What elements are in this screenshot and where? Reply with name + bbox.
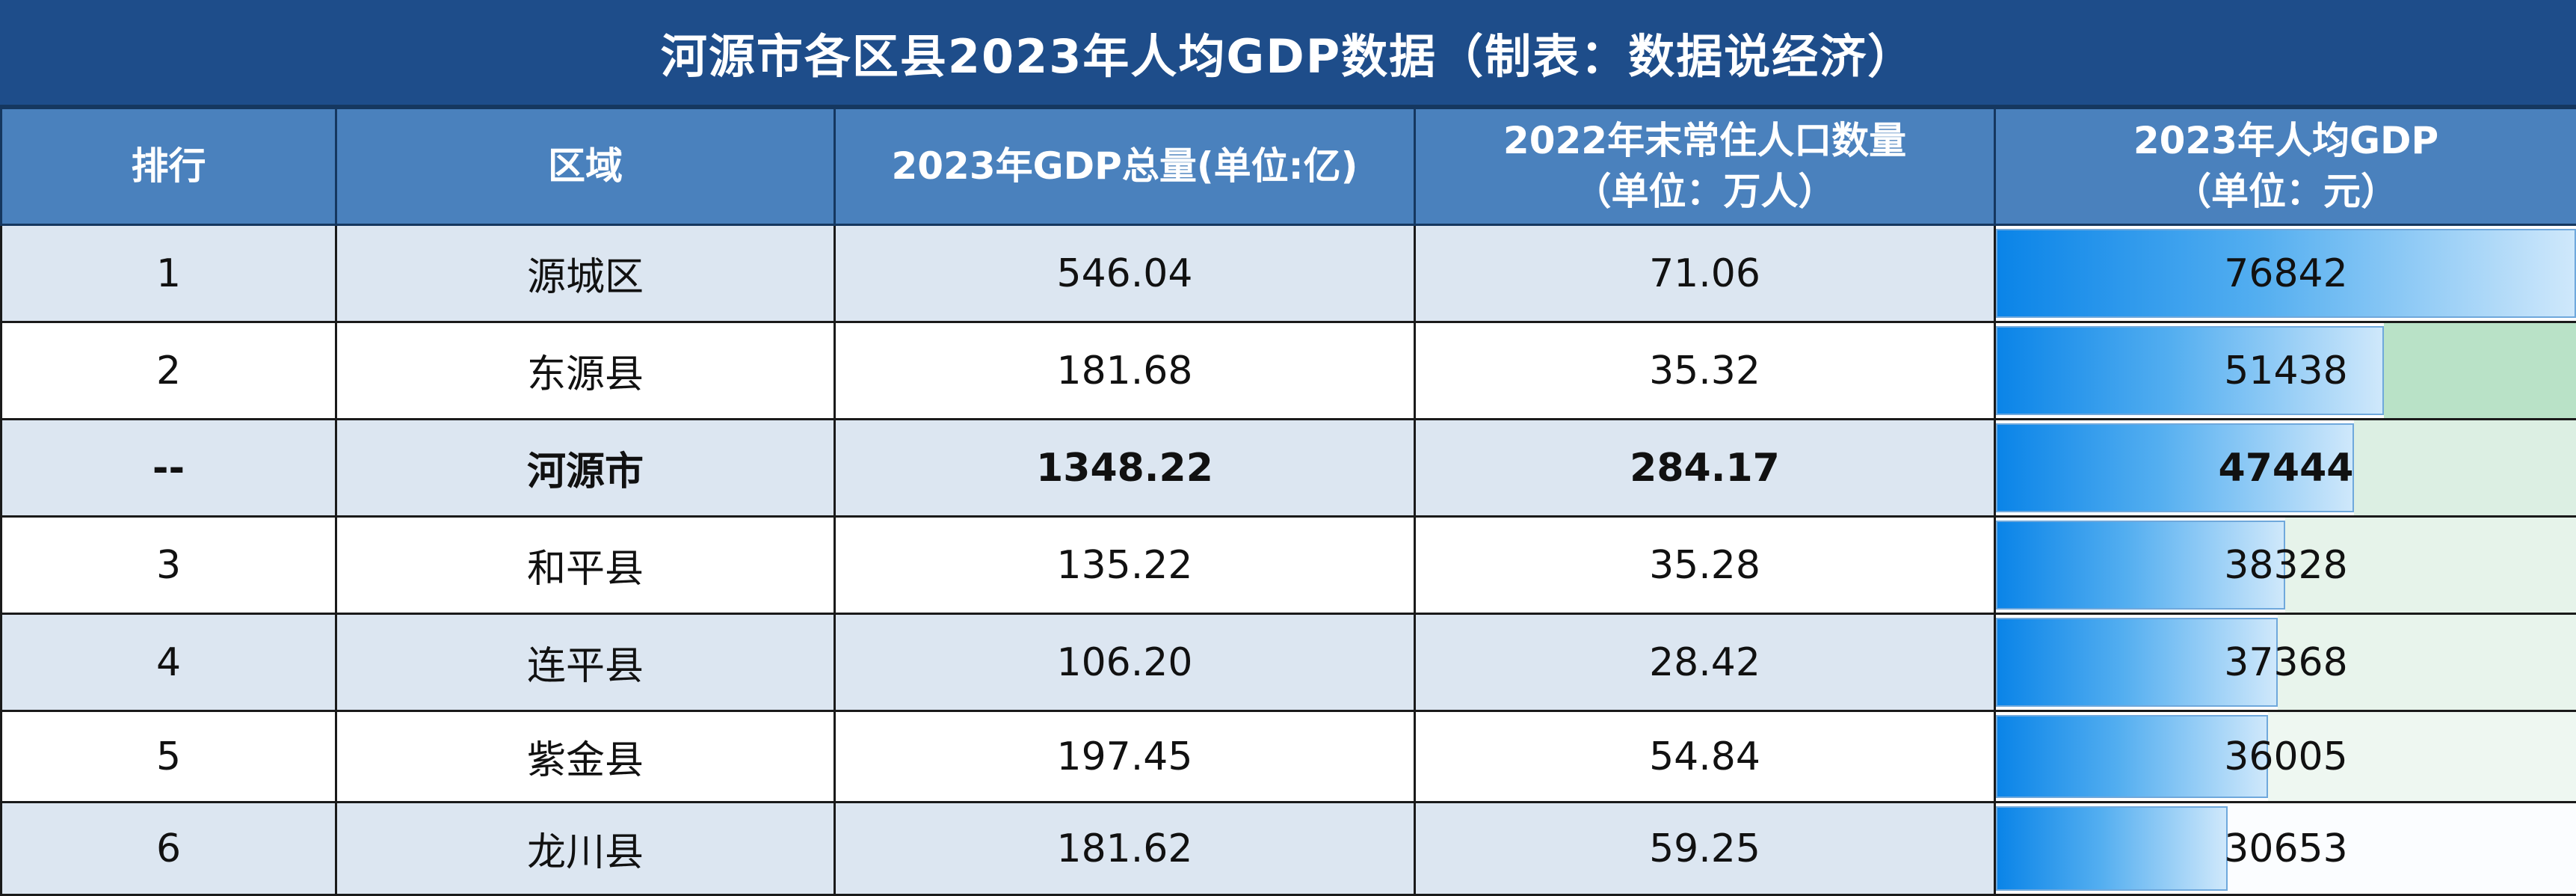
header-per-capita: 2023年人均GDP （单位：元）: [1995, 108, 2576, 225]
gdp-cell: 181.62: [835, 803, 1415, 895]
rank-cell: 2: [1, 322, 336, 420]
per-capita-cell: 47444: [1995, 420, 2576, 517]
region-cell: 和平县: [336, 517, 835, 614]
per-capita-value: 51438: [1996, 323, 2576, 418]
population-cell: 35.28: [1415, 517, 1995, 614]
header-population-line1: 2022年末常住人口数量: [1416, 116, 1994, 167]
population-cell: 28.42: [1415, 614, 1995, 711]
region-cell: 连平县: [336, 614, 835, 711]
per-capita-cell: 51438: [1995, 322, 2576, 420]
header-per-capita-line1: 2023年人均GDP: [1996, 116, 2576, 167]
gdp-cell: 135.22: [835, 517, 1415, 614]
rank-cell: 3: [1, 517, 336, 614]
per-capita-value: 36005: [1996, 712, 2576, 801]
gdp-cell: 106.20: [835, 614, 1415, 711]
header-region: 区域: [336, 108, 835, 225]
header-gdp: 2023年GDP总量(单位:亿): [835, 108, 1415, 225]
rank-cell: 6: [1, 803, 336, 895]
population-cell: 35.32: [1415, 322, 1995, 420]
gdp-cell: 1348.22: [835, 420, 1415, 517]
header-population: 2022年末常住人口数量 （单位：万人）: [1415, 108, 1995, 225]
region-cell: 紫金县: [336, 711, 835, 803]
per-capita-cell: 76842: [1995, 225, 2576, 322]
population-cell: 71.06: [1415, 225, 1995, 322]
per-capita-value: 30653: [1996, 803, 2576, 894]
rank-cell: 4: [1, 614, 336, 711]
rank-cell: 5: [1, 711, 336, 803]
rank-cell: --: [1, 420, 336, 517]
population-cell: 284.17: [1415, 420, 1995, 517]
population-cell: 54.84: [1415, 711, 1995, 803]
per-capita-value: 47444: [1996, 420, 2576, 515]
gdp-cell: 181.68: [835, 322, 1415, 420]
region-cell: 河源市: [336, 420, 835, 517]
gdp-table: 排行 区域 2023年GDP总量(单位:亿) 2022年末常住人口数量 （单位：…: [0, 107, 2576, 896]
region-cell: 源城区: [336, 225, 835, 322]
header-population-line2: （单位：万人）: [1416, 167, 1994, 218]
population-cell: 59.25: [1415, 803, 1995, 895]
gdp-cell: 546.04: [835, 225, 1415, 322]
gdp-cell: 197.45: [835, 711, 1415, 803]
per-capita-cell: 30653: [1995, 803, 2576, 895]
per-capita-cell: 38328: [1995, 517, 2576, 614]
region-cell: 龙川县: [336, 803, 835, 895]
per-capita-value: 76842: [1996, 226, 2576, 321]
region-cell: 东源县: [336, 322, 835, 420]
rank-cell: 1: [1, 225, 336, 322]
header-rank: 排行: [1, 108, 336, 225]
per-capita-value: 38328: [1996, 518, 2576, 613]
per-capita-cell: 36005: [1995, 711, 2576, 803]
table-title: 河源市各区县2023年人均GDP数据（制表：数据说经济）: [0, 0, 2576, 107]
header-row: 排行 区域 2023年GDP总量(单位:亿) 2022年末常住人口数量 （单位：…: [1, 108, 2576, 225]
per-capita-value: 37368: [1996, 615, 2576, 710]
header-per-capita-line2: （单位：元）: [1996, 167, 2576, 218]
per-capita-cell: 37368: [1995, 614, 2576, 711]
